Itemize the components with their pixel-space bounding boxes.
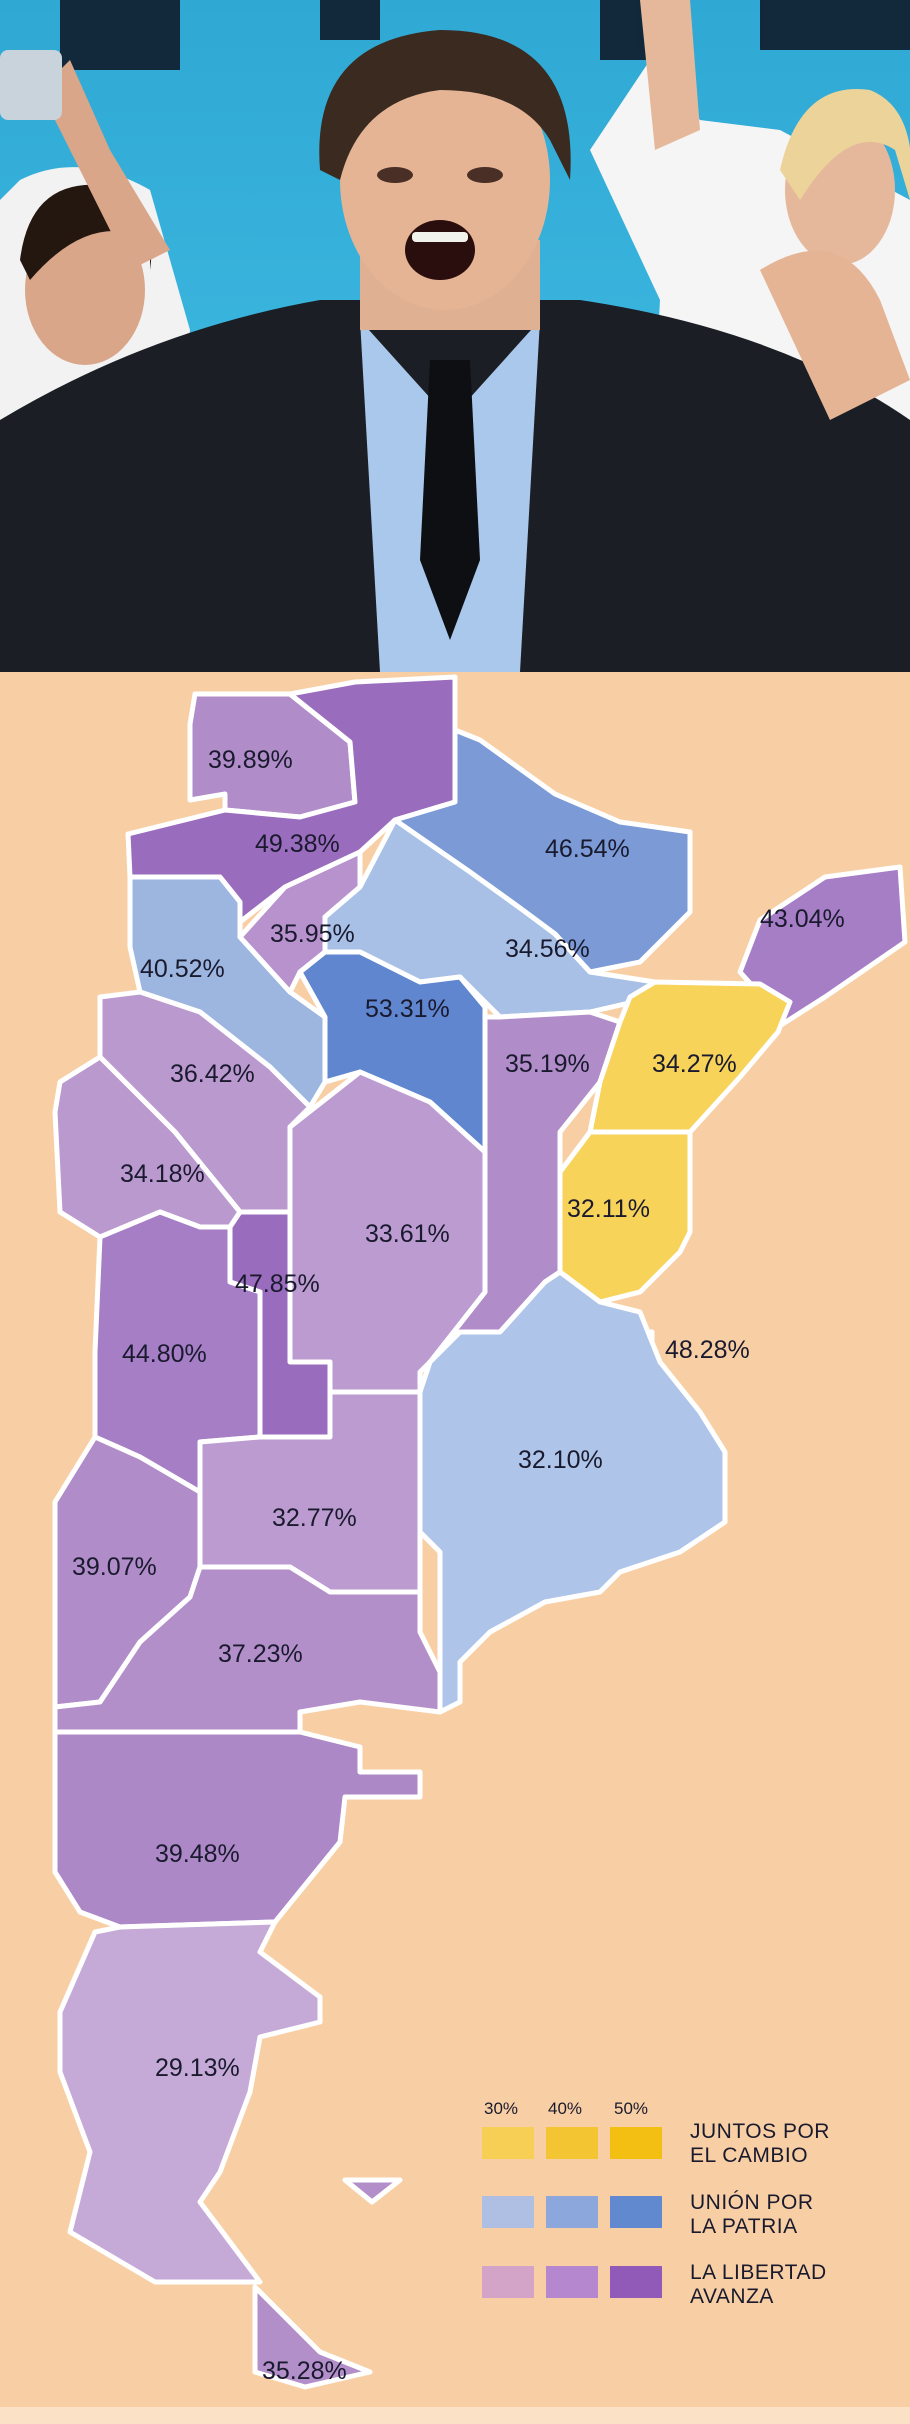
province-entre-rios (557, 1129, 693, 1305)
label-salta: 49.38% (255, 830, 340, 858)
legend-swatch-libertad-50 (610, 2266, 662, 2298)
person-center (0, 30, 910, 672)
label-neuquen: 39.07% (72, 1553, 157, 1581)
legend-header-30: 30% (484, 2099, 518, 2118)
label-entre-rios: 32.11% (567, 1195, 650, 1223)
legend: 30% 40% 50% JUNTOS POR EL CAMBIO UNIÓN P… (482, 2099, 830, 2308)
province-chubut (52, 1729, 423, 1930)
label-la-pampa: 32.77% (272, 1504, 357, 1532)
province-labels: 39.89% 49.38% 46.54% 43.04% 40.52% 35.95… (72, 746, 845, 2385)
legend-label-libertad-1: LA LIBERTAD (690, 2261, 827, 2284)
legend-swatch-union-30 (482, 2196, 534, 2228)
election-map: 39.89% 49.38% 46.54% 43.04% 40.52% 35.95… (0, 672, 910, 2424)
legend-swatch-union-40 (546, 2196, 598, 2228)
label-santa-cruz: 29.13% (155, 2054, 240, 2082)
province-rio-negro (52, 1564, 443, 1735)
legend-swatch-juntos-40 (546, 2127, 598, 2159)
legend-label-libertad-2: AVANZA (690, 2285, 774, 2308)
legend-header-40: 40% (548, 2099, 582, 2118)
label-formosa: 46.54% (545, 835, 630, 863)
province-tierra-del-fuego (252, 2284, 373, 2390)
islands-shape (342, 2177, 403, 2205)
province-corrientes (587, 979, 793, 1135)
label-misiones: 43.04% (760, 905, 845, 933)
label-cordoba: 33.61% (365, 1220, 450, 1248)
legend-swatch-libertad-40 (546, 2266, 598, 2298)
label-buenos-aires: 32.10% (518, 1446, 603, 1474)
legend-label-union-2: LA PATRIA (690, 2215, 798, 2238)
label-corrientes: 34.27% (652, 1050, 737, 1078)
label-la-rioja: 36.42% (170, 1060, 255, 1088)
legend-header-50: 50% (614, 2099, 648, 2118)
hero-photo (0, 0, 910, 672)
province-buenos-aires (417, 1269, 728, 1715)
legend-label-juntos-1: JUNTOS POR (690, 2120, 830, 2143)
label-mendoza: 44.80% (122, 1340, 207, 1368)
province-santa-cruz (57, 1919, 323, 2285)
label-caba: 48.28% (665, 1336, 750, 1364)
label-santa-fe: 35.19% (505, 1050, 590, 1078)
legend-label-juntos-2: EL CAMBIO (690, 2144, 808, 2167)
label-san-luis: 47.85% (235, 1270, 320, 1298)
legend-swatch-union-50 (610, 2196, 662, 2228)
label-jujuy: 39.89% (208, 746, 293, 774)
legend-label-union-1: UNIÓN POR (690, 2191, 814, 2214)
label-san-juan: 34.18% (120, 1160, 205, 1188)
label-catamarca: 40.52% (140, 955, 225, 983)
legend-swatch-juntos-30 (482, 2127, 534, 2159)
label-tierra-del-fuego: 35.28% (262, 2357, 347, 2385)
label-tucuman: 35.95% (270, 920, 355, 948)
label-chaco: 34.56% (505, 935, 590, 963)
provinces (52, 674, 908, 2390)
label-rio-negro: 37.23% (218, 1640, 303, 1668)
label-chubut: 39.48% (155, 1840, 240, 1868)
legend-swatch-juntos-50 (610, 2127, 662, 2159)
province-misiones (737, 864, 908, 1030)
label-santiago-del-estero: 53.31% (365, 995, 450, 1023)
legend-swatch-libertad-30 (482, 2266, 534, 2298)
bottom-strip (0, 2407, 910, 2424)
